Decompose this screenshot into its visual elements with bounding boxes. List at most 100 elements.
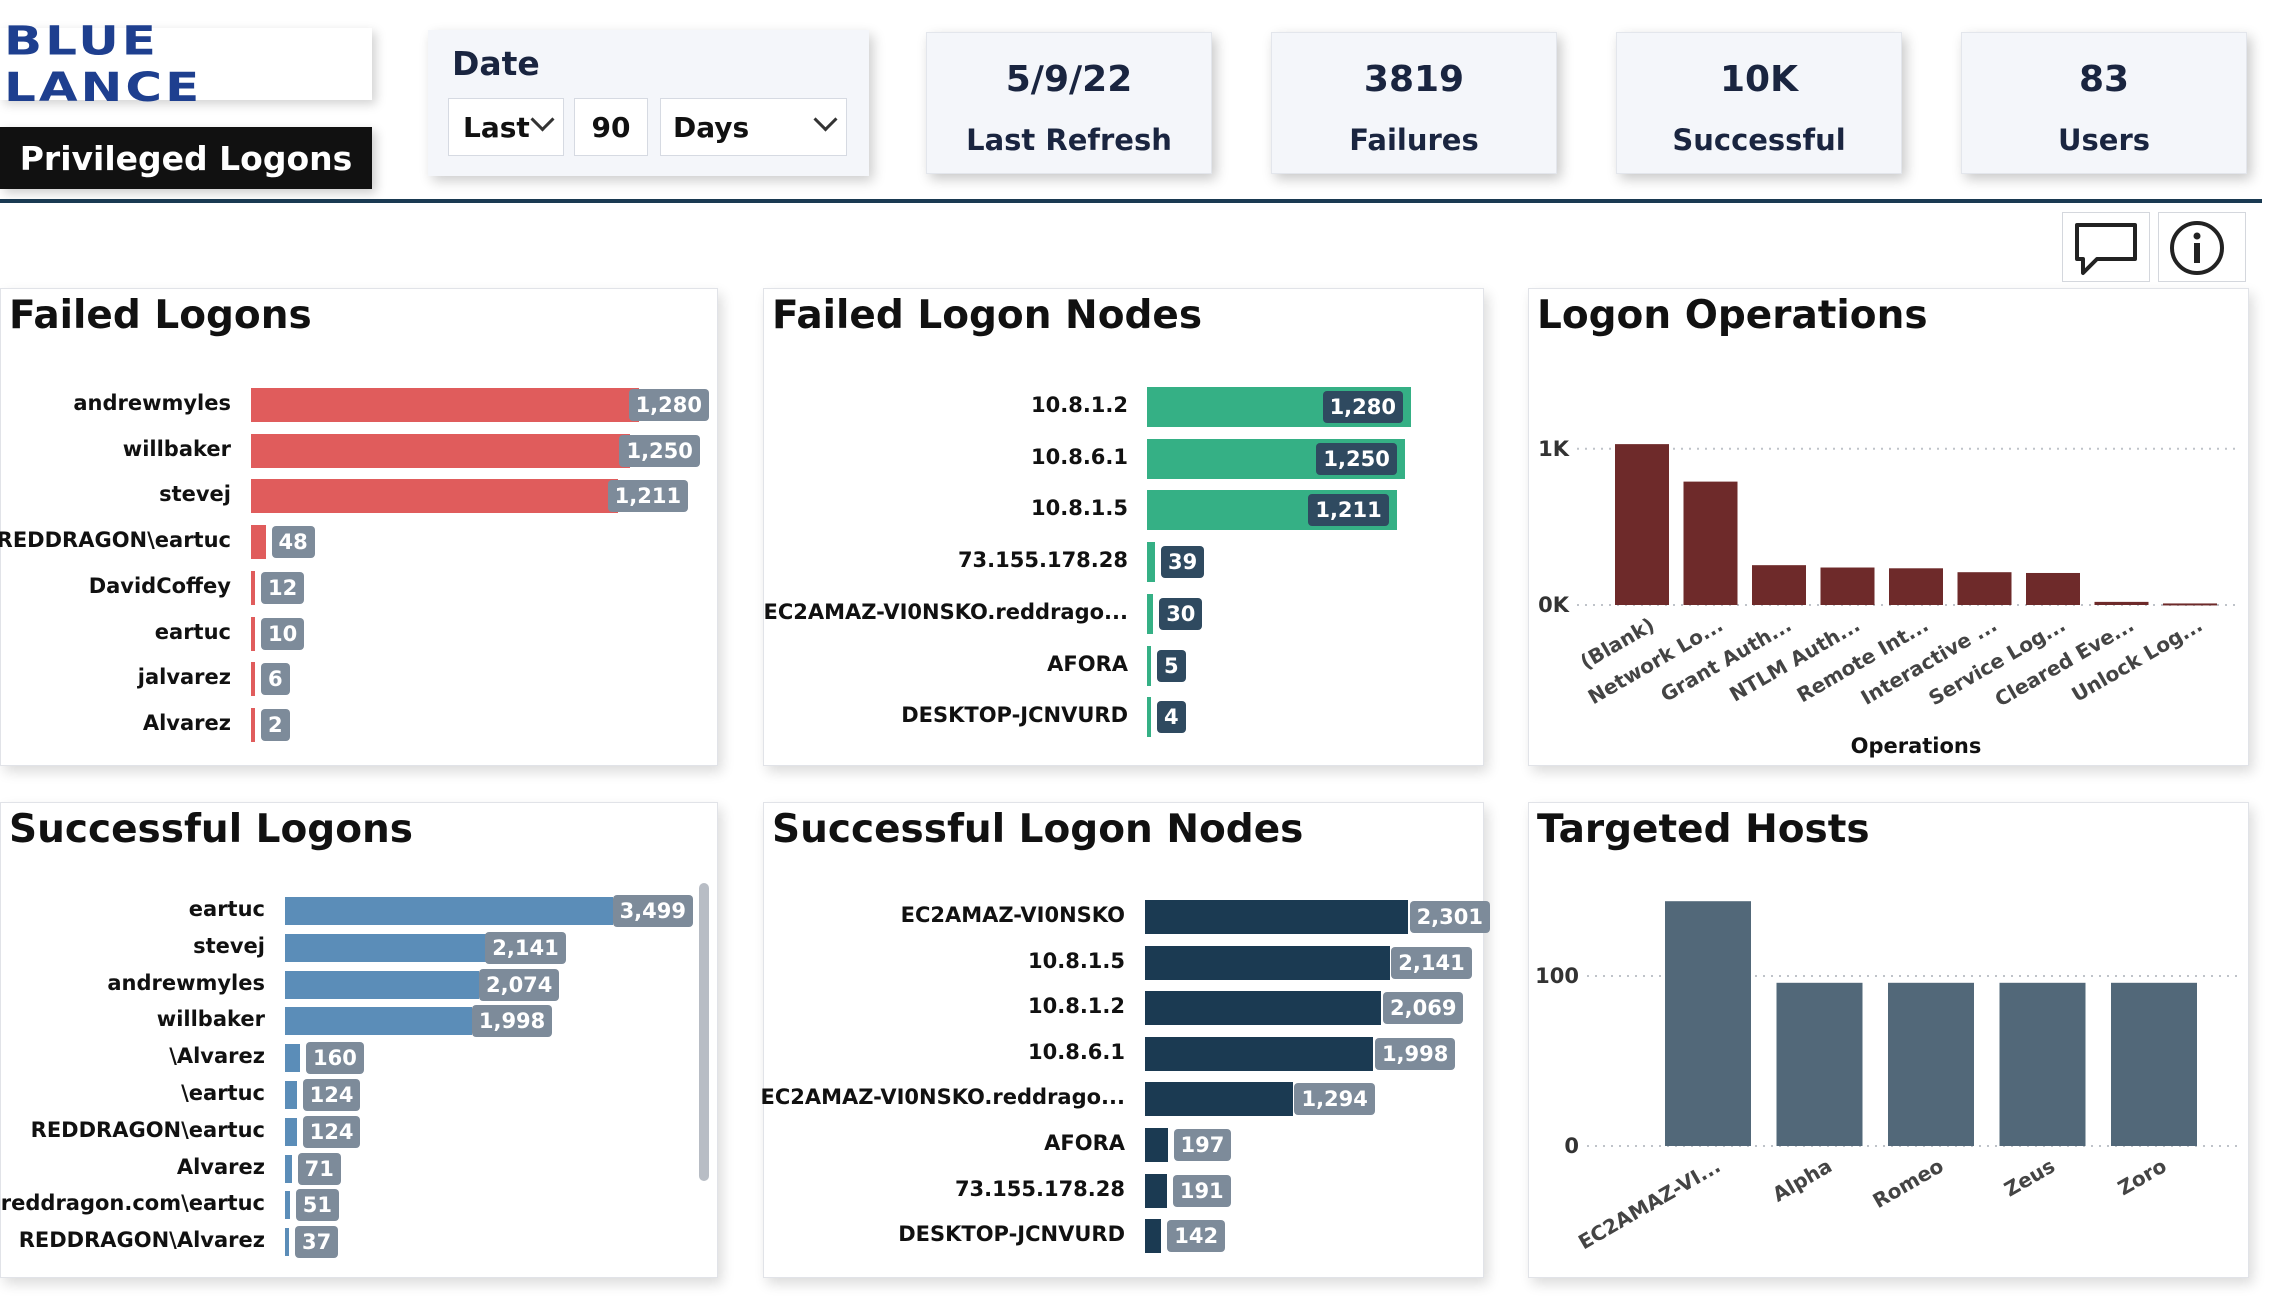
bar-label: willbaker (122, 436, 231, 461)
y-tick-label: 0 (1564, 1134, 1579, 1158)
bar[interactable] (251, 433, 630, 468)
date-filter-label: Date (452, 44, 540, 83)
bar[interactable] (1615, 444, 1669, 605)
bar[interactable] (1147, 593, 1154, 634)
data-label: 1,998 (1374, 1037, 1456, 1070)
bar[interactable] (1820, 567, 1875, 605)
bar[interactable] (1147, 645, 1151, 686)
bar[interactable] (1147, 697, 1151, 738)
bar[interactable] (1145, 945, 1390, 980)
bar[interactable] (2026, 572, 2080, 605)
bar[interactable] (251, 479, 619, 514)
successful-logon-nodes-panel: Successful Logon Nodes EC2AMAZ-VI0NSKO 2,… (761, 802, 1490, 1278)
relative-period-dropdown[interactable]: Last (448, 98, 564, 156)
bar-label: REDDRAGON\eartuc (0, 528, 231, 553)
kpi-users: 83 Users (1961, 32, 2247, 174)
bar[interactable] (1145, 991, 1382, 1026)
x-axis-title: Operations (1851, 734, 1982, 758)
data-label: 2 (261, 708, 290, 741)
data-label: 2,069 (1383, 992, 1464, 1025)
panel-title: Successful Logons (9, 807, 413, 852)
panel-title: Targeted Hosts (1537, 807, 1870, 852)
data-label: 71 (297, 1152, 341, 1185)
bar[interactable] (1889, 568, 1943, 605)
bar-label: EC2AMAZ-VI0NSKO (900, 903, 1125, 927)
bar[interactable] (285, 933, 486, 962)
kpi-value: 83 (2078, 59, 2130, 100)
kpi-value: 3819 (1363, 59, 1465, 100)
info-icon (2170, 221, 2224, 275)
bar-label: REDDRAGON\Alvarez (18, 1228, 265, 1253)
bar[interactable] (1147, 542, 1156, 583)
x-tick-label: Zeus (2000, 1154, 2059, 1202)
bar[interactable] (1683, 481, 1738, 605)
bar-label: \Alvarez (169, 1044, 265, 1069)
bar[interactable] (285, 897, 613, 925)
data-label: 1,250 (619, 434, 700, 467)
bar[interactable] (1145, 1082, 1293, 1117)
failed-logon-nodes-panel: Failed Logon Nodes 10.8.1.2 1,280 10.8.6.1… (763, 288, 1484, 766)
bar[interactable] (1145, 1219, 1162, 1254)
data-label: 1,998 (471, 1005, 553, 1038)
info-button[interactable] (2158, 212, 2246, 282)
panel-title: Failed Logon Nodes (772, 293, 1203, 338)
data-label: 2,141 (485, 931, 566, 964)
bar-label: Alvarez (176, 1154, 265, 1179)
kpi-failures: 3819 Failures (1271, 32, 1557, 174)
bar[interactable] (1999, 982, 2086, 1146)
bar[interactable] (251, 570, 255, 605)
bar-label: eartuc (154, 619, 231, 644)
bar[interactable] (1145, 1173, 1167, 1208)
bar-label: AFORA (1047, 651, 1128, 676)
bar[interactable] (251, 707, 255, 742)
bar[interactable] (1145, 1128, 1168, 1162)
bar[interactable] (285, 1044, 300, 1073)
bar[interactable] (1145, 1036, 1374, 1071)
bar[interactable] (285, 1007, 473, 1036)
bar[interactable] (2163, 603, 2217, 606)
bar[interactable] (251, 525, 266, 560)
comment-button[interactable] (2062, 212, 2150, 282)
bar-label: jalvarez (137, 665, 231, 690)
kpi-label: Failures (1349, 123, 1479, 157)
bar[interactable] (251, 616, 255, 651)
bar-label: 10.8.6.1 (1028, 1039, 1125, 1064)
bar-label: 10.8.1.2 (1031, 393, 1128, 417)
bar[interactable] (285, 1081, 297, 1109)
period-amount-input[interactable]: 90 (574, 98, 648, 156)
header-divider (0, 199, 2262, 203)
date-filter-card: Date Last 90 Days (428, 30, 869, 176)
y-tick-label: 1K (1538, 437, 1570, 461)
bar[interactable] (1752, 565, 1806, 605)
period-unit-dropdown[interactable]: Days (660, 98, 847, 156)
data-label: 30 (1159, 597, 1203, 630)
logo-text: BLUE LANCE (4, 17, 203, 111)
x-tick-label: EC2AMAZ-VI... (1574, 1154, 1724, 1255)
bar[interactable] (1145, 900, 1408, 934)
bar[interactable] (251, 662, 255, 697)
bar[interactable] (251, 388, 639, 422)
data-label: 51 (295, 1189, 339, 1222)
bar[interactable] (1776, 982, 1863, 1146)
comment-icon (2075, 223, 2137, 275)
bar[interactable] (285, 970, 480, 999)
bar[interactable] (1888, 982, 1974, 1146)
kpi-label: Last Refresh (966, 123, 1172, 157)
data-label: 1,211 (1308, 494, 1389, 527)
successful-logons-panel: Successful Logons eartuc 3,499 stevej 2,141… (0, 802, 718, 1278)
bar[interactable] (285, 1117, 297, 1146)
data-label: 2,301 (1409, 901, 1490, 933)
data-label: 5 (1157, 649, 1186, 682)
bar[interactable] (285, 1228, 289, 1257)
bar[interactable] (285, 1191, 290, 1220)
bar[interactable] (1957, 572, 2012, 605)
page-title: Privileged Logons (19, 138, 353, 178)
scrollbar[interactable] (699, 883, 709, 1181)
bar[interactable] (2111, 982, 2197, 1146)
data-label: 142 (1167, 1220, 1226, 1253)
bar[interactable] (285, 1154, 292, 1183)
data-label: 1,280 (1322, 391, 1403, 423)
data-label: 6 (261, 663, 290, 696)
bar[interactable] (2094, 601, 2149, 605)
bar[interactable] (1665, 901, 1751, 1146)
